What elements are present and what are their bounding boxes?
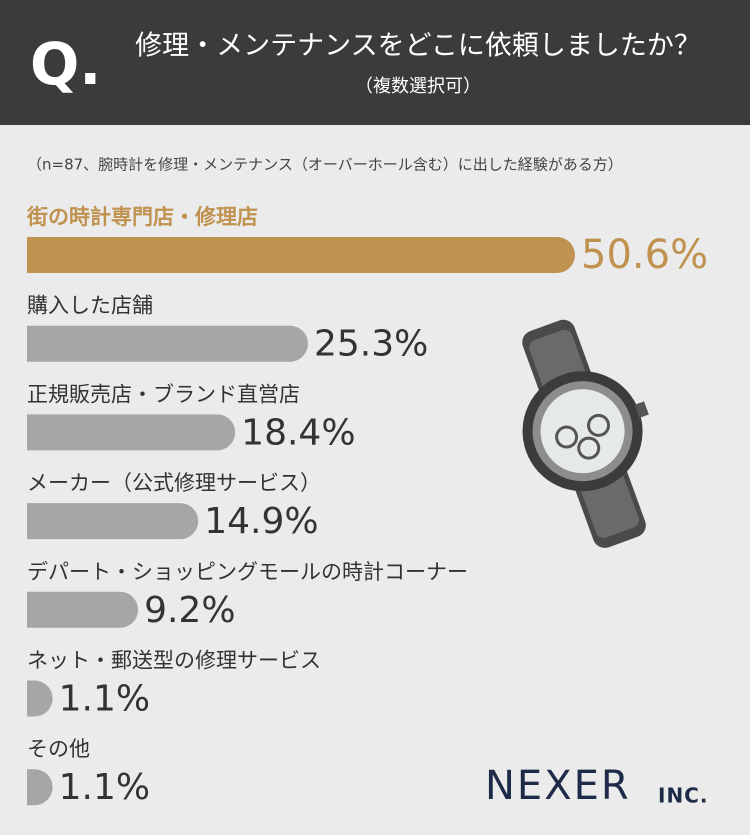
note: （n=87、腕時計を修理・メンテナンス（オーバーホール含む）に出した経験がある方…: [27, 156, 623, 174]
value-label: 9.2%: [144, 590, 235, 631]
logo-suffix: INC.: [658, 784, 708, 808]
value-label: 1.1%: [59, 767, 150, 808]
title: 修理・メンテナンスをどこに依頼しましたか？: [135, 31, 701, 62]
bar: [27, 414, 236, 451]
value-label: 1.1%: [59, 679, 150, 720]
subtitle: （複数選択可）: [355, 76, 481, 97]
bar: [27, 769, 53, 806]
bar: [27, 237, 575, 273]
value-label: 25.3%: [314, 324, 428, 365]
value-label: 50.6%: [581, 232, 708, 278]
bar: [27, 503, 199, 540]
category-label: 街の時計専門店・修理店: [26, 205, 258, 229]
logo-name: NEXER: [485, 763, 631, 809]
category-label: ネット・郵送型の修理サービス: [27, 649, 321, 673]
q-label: Q.: [30, 30, 101, 98]
value-label: 14.9%: [204, 501, 318, 542]
category-label: その他: [27, 737, 90, 761]
bar: [27, 325, 308, 362]
category-label: 購入した店舗: [27, 294, 153, 318]
value-label: 18.4%: [241, 412, 355, 453]
bar: [27, 591, 139, 628]
category-label: デパート・ショッピングモールの時計コーナー: [27, 560, 468, 584]
watch-illustration: [522, 319, 649, 548]
category-label: メーカー（公式修理サービス）: [27, 471, 321, 495]
category-label: 正規販売店・ブランド直営店: [27, 382, 300, 406]
header: [0, 0, 750, 125]
bar: [27, 680, 53, 717]
